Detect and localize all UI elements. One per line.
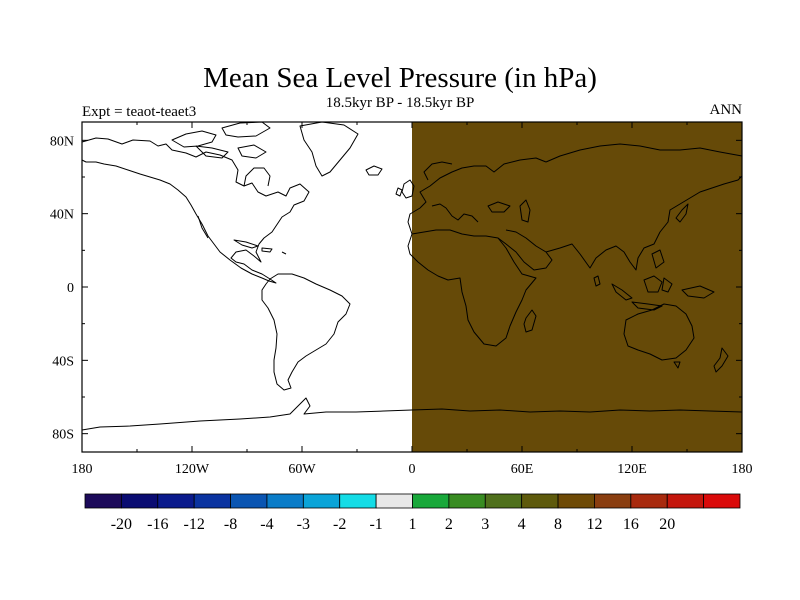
coastline-madagascar (523, 309, 537, 333)
colorbar-box (484, 493, 523, 509)
season-label: ANN (709, 102, 743, 118)
coastline-antarctica (81, 397, 743, 431)
coastline-europe (407, 157, 547, 235)
coastline-tasmania (673, 361, 681, 369)
coastline-greenland (299, 121, 359, 177)
colorbar-box (339, 493, 377, 509)
colorbar-box (230, 493, 268, 509)
lat-tick-label: 0 (67, 281, 74, 296)
colorbar-label: 8 (554, 516, 562, 533)
coastline-africa (407, 229, 537, 347)
coastline-indonesia (611, 249, 715, 311)
pressure-field-layer (82, 122, 742, 452)
lat-tick-label: 40S (52, 354, 74, 369)
colorbar-label: 20 (659, 516, 675, 533)
colorbar-box (666, 493, 705, 509)
colorbar-box (193, 493, 231, 509)
chart-title: Mean Sea Level Pressure (in hPa) (203, 62, 597, 94)
colorbar-label: 12 (586, 516, 602, 533)
colorbar-box (594, 493, 632, 509)
colorbar-label: -3 (297, 516, 310, 533)
colorbar-label: 2 (445, 516, 453, 533)
coastline-caspian (519, 199, 531, 223)
longitude-axis: 180 120W 60W 0 60E 120E 180 (72, 122, 753, 477)
coastline-black-sea (487, 201, 511, 213)
coastline-australia (623, 303, 695, 361)
coastline-south-america (261, 273, 351, 391)
lat-tick-label: 40N (50, 208, 74, 223)
lon-tick-label: 60E (511, 462, 534, 477)
colorbar-label: 1 (409, 516, 417, 533)
colorbar-box (448, 493, 486, 509)
coastline-british-isles (395, 179, 415, 199)
colorbar-label: 4 (518, 516, 526, 533)
coastline-baja (197, 215, 209, 239)
lon-tick-label: 120E (617, 462, 647, 477)
field-region-0 (82, 122, 412, 452)
colorbar-box (375, 493, 413, 509)
colorbar-box (521, 493, 559, 509)
colorbar-label: -2 (333, 516, 346, 533)
colorbar-box (84, 493, 122, 509)
colorbar-box (703, 493, 741, 509)
colorbar-box (412, 493, 450, 509)
lon-tick-label: 180 (732, 462, 753, 477)
coastline-japan (675, 203, 689, 223)
experiment-label: Expt = teaot-teaet3 (82, 104, 197, 120)
colorbar-box (266, 493, 304, 509)
colorbar-label: 16 (623, 516, 639, 533)
chart-subtitle: 18.5kyr BP - 18.5kyr BP (325, 95, 475, 111)
lon-tick-label: 180 (72, 462, 93, 477)
colorbar-box (630, 493, 668, 509)
colorbar: -20 -16 -12 -8 -4 -3 -2 -1 1 2 3 4 8 12 16 20 (84, 493, 741, 533)
colorbar-box (157, 493, 195, 509)
coastline-caribbean (233, 239, 287, 255)
colorbar-label: -20 (111, 516, 132, 533)
coastline-arctic-islands (171, 121, 271, 159)
coastline-sri-lanka (593, 275, 601, 287)
coastline-hudson-bay (243, 167, 271, 187)
colorbar-box (302, 493, 341, 509)
colorbar-box (557, 493, 595, 509)
lon-tick-label: 120W (175, 462, 210, 477)
colorbar-label: 3 (481, 516, 489, 533)
lat-tick-label: 80N (50, 134, 74, 149)
latitude-axis: 80N 40N 0 40S 80S (50, 134, 742, 443)
colorbar-label: -8 (224, 516, 237, 533)
coastline-new-zealand (713, 347, 729, 373)
colorbar-box (120, 493, 159, 509)
field-region-1 (412, 122, 742, 452)
colorbar-label: -16 (147, 516, 168, 533)
lon-tick-label: 60W (288, 462, 316, 477)
lat-tick-label: 80S (52, 428, 74, 443)
coastline-iceland (365, 165, 383, 176)
colorbar-label: -12 (184, 516, 205, 533)
lon-tick-label: 0 (409, 462, 416, 477)
coastline-north-america (81, 137, 310, 284)
coastline-asia (545, 143, 743, 271)
colorbar-label: -4 (260, 516, 273, 533)
colorbar-label: -1 (369, 516, 382, 533)
coastline-arabia (497, 229, 553, 271)
coastline-layer (81, 121, 743, 431)
